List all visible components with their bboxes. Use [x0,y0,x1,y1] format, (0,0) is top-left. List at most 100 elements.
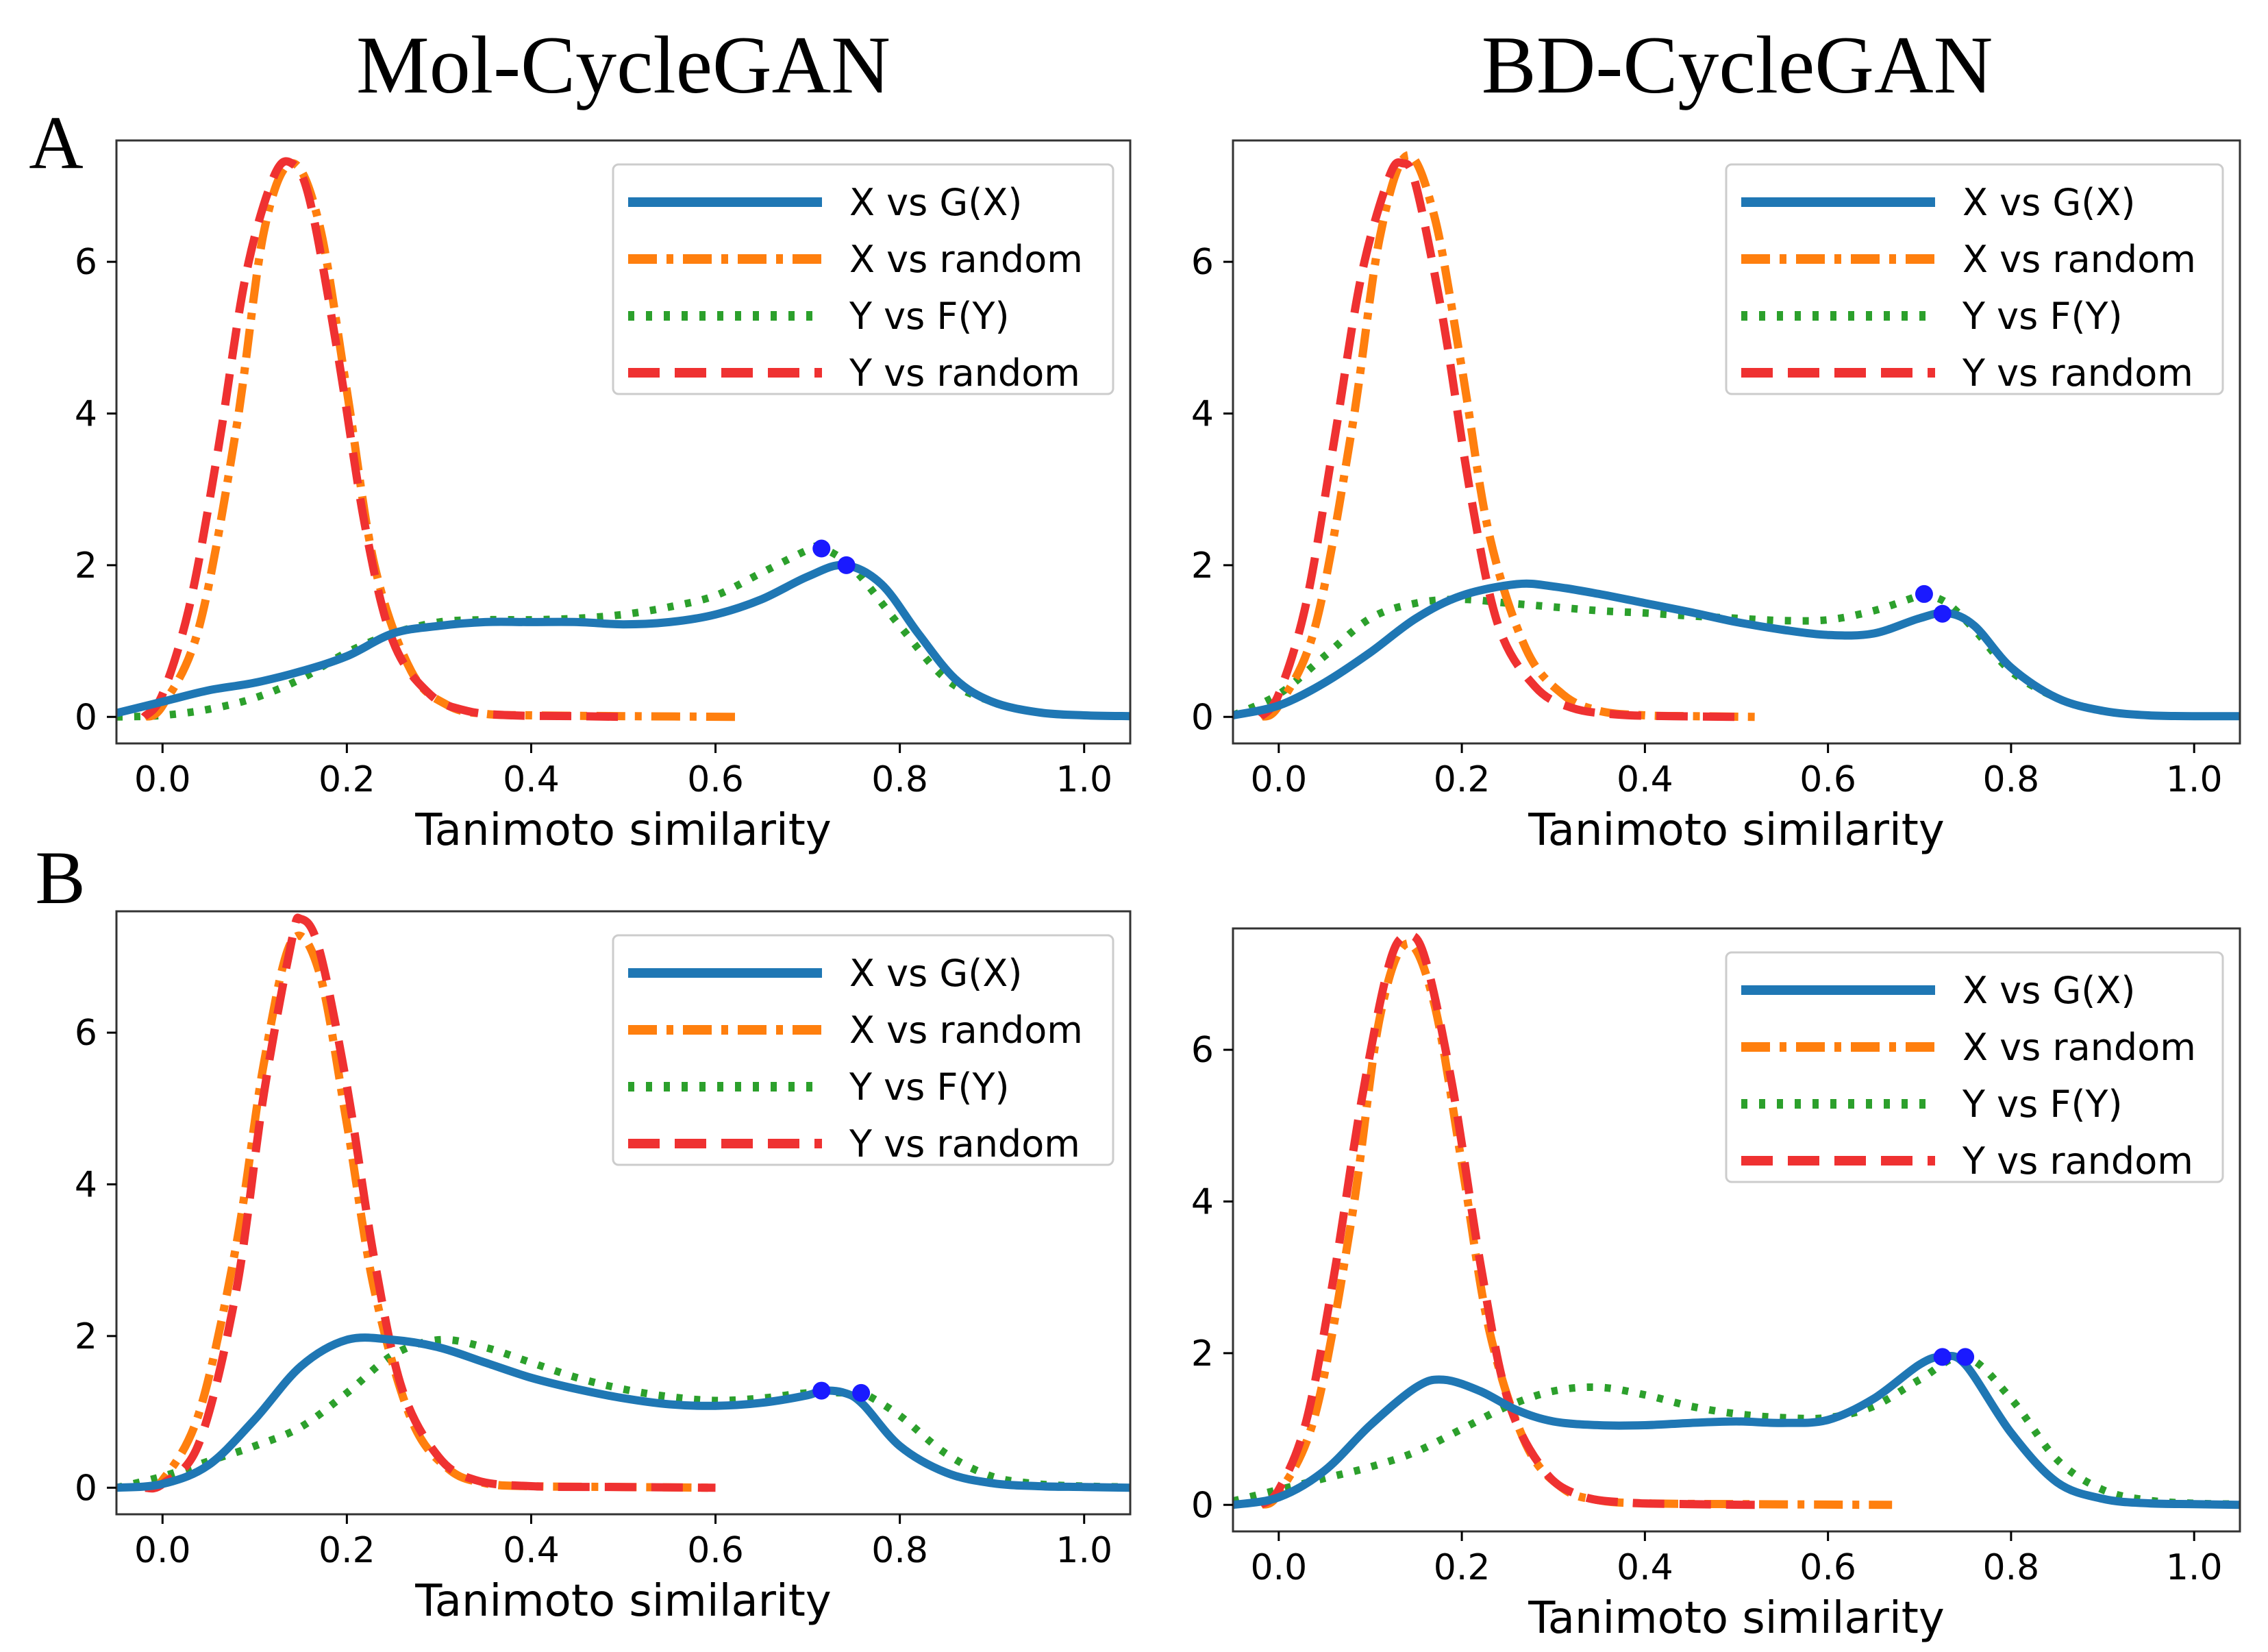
series-group [116,913,1130,1493]
y-tick-label: 2 [1191,545,1214,587]
legend-label: Y vs F(Y) [849,1065,1010,1109]
y-tick-label: 6 [75,1013,97,1054]
legend-label: Y vs random [849,352,1080,395]
x-tick-label: 0.6 [1799,1547,1856,1588]
panel-4: 0.0 0.2 0.4 0.6 0.8 1.0 0 2 4 6 Tanimoto similarit… [1191,927,2241,1644]
column-title-mol-cyclegan: Mol-CycleGAN [356,19,890,110]
series-line-y-vs-f-y [116,1335,1130,1492]
panels: 0.0 0.2 0.4 0.6 0.8 1.0 0 2 4 6 Tanimoto similarit… [75,139,2241,1644]
x-tick-label: 0.8 [1983,759,2040,800]
series-line-x-vs-g-x [1233,1352,2240,1509]
column-title-bd-cyclegan: BD-CycleGAN [1482,19,1993,110]
x-tick-label: 0.4 [1617,759,1673,800]
plot-frame [115,139,1132,745]
y-tick-label: 4 [1191,1181,1214,1222]
x-tick-label: 0.6 [687,1530,744,1571]
y-tick-label: 0 [1191,697,1214,738]
x-tick-label: 0.2 [1434,1547,1491,1588]
series-line-x-vs-g-x [116,1333,1130,1492]
peak-marker-1 [1933,1348,1952,1366]
peak-marker-2 [837,556,856,574]
peak-marker-1 [812,1381,831,1400]
y-tick-label: 0 [75,697,97,738]
x-tick-label: 0.2 [319,759,375,800]
y-tick-label: 2 [75,1316,97,1357]
series-line-x-vs-g-x [1233,579,2240,721]
legend-box [612,934,1114,1166]
legend-box [612,163,1114,395]
plot-frame [1232,139,2241,745]
series-line-y-vs-f-y [1233,1353,2240,1508]
legend-label: Y vs F(Y) [849,295,1010,338]
y-tick-label: 0 [1191,1485,1214,1526]
x-tick-label: 0.0 [134,1530,191,1571]
legend-label: X vs random [1962,238,2196,281]
x-axis-label: Tanimoto similarity [1528,1593,1944,1644]
x-tick-label: 0.0 [1250,1547,1307,1588]
x-tick-label: 1.0 [1056,759,1112,800]
x-tick-label: 0.0 [1250,759,1307,800]
row-label-b: B [35,836,85,920]
panel-2: 0.0 0.2 0.4 0.6 0.8 1.0 0 2 4 6 Tanimoto similarit… [1191,139,2241,856]
y-tick-label: 4 [75,393,97,434]
series-line-y-vs-random [1258,931,1755,1509]
legend-label: Y vs F(Y) [1962,295,2123,338]
series-line-y-vs-random [143,913,716,1493]
x-tick-label: 1.0 [2166,759,2223,800]
series-group [1233,931,2240,1509]
peak-marker-2 [1933,604,1952,623]
x-tick-label: 0.6 [687,759,744,800]
peak-marker-2 [1956,1348,1975,1366]
series-line-y-vs-random [140,157,624,722]
panel-3: 0.0 0.2 0.4 0.6 0.8 1.0 0 2 4 6 Tanimoto similarit… [75,910,1132,1627]
x-tick-label: 0.4 [503,1530,560,1571]
x-tick-label: 0.4 [503,759,560,800]
legend-label: X vs G(X) [1962,969,2135,1012]
plot-frame [115,910,1132,1516]
x-tick-label: 0.0 [134,759,191,800]
y-tick-label: 6 [75,242,97,283]
y-tick-label: 4 [1191,393,1214,434]
legend-label: Y vs random [849,1122,1080,1166]
x-axis-label: Tanimoto similarity [1528,805,1944,856]
peak-marker-1 [1915,584,1933,603]
x-tick-label: 0.2 [319,1530,375,1571]
y-tick-label: 2 [75,545,97,587]
legend: X vs G(X) X vs random Y vs F(Y) Y vs random [1725,951,2224,1183]
legend: X vs G(X) X vs random Y vs F(Y) Y vs random [612,163,1114,395]
legend: X vs G(X) X vs random Y vs F(Y) Y vs random [1725,163,2224,395]
series-line-x-vs-random [142,931,716,1492]
x-axis-label: Tanimoto similarity [414,1576,831,1627]
legend: X vs G(X) X vs random Y vs F(Y) Y vs random [612,934,1114,1166]
y-tick-label: 6 [1191,242,1214,283]
series-group [116,157,1130,722]
plot-frame [1232,927,2241,1533]
x-tick-label: 1.0 [1056,1530,1112,1571]
peak-marker-2 [852,1383,871,1402]
legend-label: X vs G(X) [849,181,1022,224]
series-line-x-vs-g-x [116,560,1130,721]
series-line-x-vs-random [1258,151,1755,722]
peak-marker-1 [812,539,831,558]
legend-box [1725,951,2224,1183]
x-tick-label: 0.8 [871,759,928,800]
y-tick-label: 4 [75,1164,97,1205]
legend-label: X vs random [849,238,1083,281]
legend-label: Y vs random [1962,352,2193,395]
legend-label: X vs random [1962,1026,2196,1069]
legend-label: X vs G(X) [849,952,1022,995]
y-tick-label: 0 [75,1468,97,1509]
panel-1: 0.0 0.2 0.4 0.6 0.8 1.0 0 2 4 6 Tanimoto similarit… [75,139,1132,856]
y-tick-label: 2 [1191,1333,1214,1374]
x-tick-label: 0.2 [1434,759,1491,800]
row-label-a: A [29,101,83,184]
series-line-y-vs-f-y [116,542,1130,721]
x-tick-label: 0.6 [1799,759,1856,800]
series-group [1233,151,2240,722]
legend-label: Y vs random [1962,1139,2193,1183]
x-tick-label: 0.8 [871,1530,928,1571]
x-tick-label: 0.8 [1983,1547,2040,1588]
series-line-y-vs-f-y [1233,589,2240,720]
legend-label: Y vs F(Y) [1962,1083,2123,1126]
